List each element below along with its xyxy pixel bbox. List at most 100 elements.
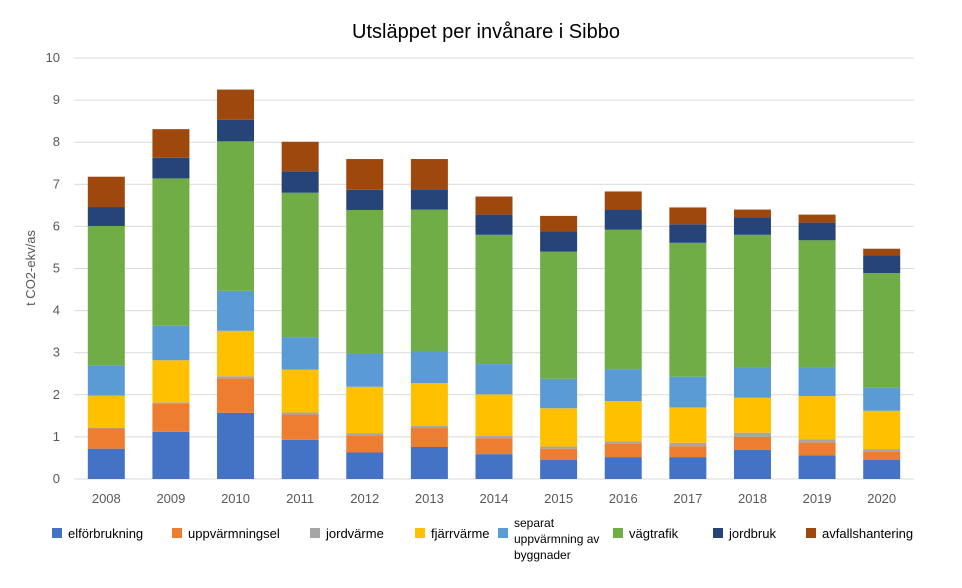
bar-segment bbox=[669, 457, 707, 479]
x-tick-label: 2018 bbox=[738, 491, 767, 506]
bar-segment bbox=[798, 214, 836, 223]
bar-segment bbox=[475, 438, 513, 455]
y-tick-label: 8 bbox=[53, 134, 60, 149]
y-tick-label: 1 bbox=[53, 429, 60, 444]
y-tick-label: 7 bbox=[53, 176, 60, 191]
bar-segment bbox=[733, 436, 771, 450]
bar-segment bbox=[410, 159, 448, 190]
bar-segment bbox=[604, 443, 642, 458]
bar-segment bbox=[346, 159, 384, 190]
bar-segment bbox=[669, 207, 707, 225]
x-tick-label: 2012 bbox=[350, 491, 379, 506]
bar-segment bbox=[87, 176, 125, 208]
bar-segment bbox=[475, 234, 513, 365]
legend-label: uppvärmningsel bbox=[188, 526, 280, 541]
bar-segment bbox=[475, 454, 513, 479]
bar-segment bbox=[604, 401, 642, 442]
x-tick-label: 2009 bbox=[156, 491, 185, 506]
bar-segment bbox=[217, 330, 255, 377]
bar-segment bbox=[346, 433, 384, 436]
bar-segment bbox=[863, 410, 901, 450]
bar-segment bbox=[475, 364, 513, 395]
bar-segment bbox=[669, 407, 707, 443]
x-tick-label: 2013 bbox=[415, 491, 444, 506]
bar-segment bbox=[798, 442, 836, 456]
bar-segment bbox=[152, 402, 190, 404]
bar-segment bbox=[604, 191, 642, 210]
bar-segment bbox=[540, 378, 578, 409]
bar-segment bbox=[87, 365, 125, 396]
bar-segment bbox=[281, 439, 319, 479]
y-tick-label: 0 bbox=[53, 471, 60, 486]
bar-segment bbox=[604, 229, 642, 370]
bar-segment bbox=[733, 217, 771, 235]
bar-segment bbox=[217, 378, 255, 413]
bar-segment bbox=[152, 403, 190, 432]
bar-segment bbox=[410, 383, 448, 426]
bar-segment bbox=[798, 439, 836, 443]
bar-segment bbox=[87, 225, 125, 366]
bar-segment bbox=[669, 224, 707, 243]
bar-segment bbox=[863, 387, 901, 411]
bar-segment bbox=[152, 325, 190, 361]
bar-segment bbox=[152, 129, 190, 158]
x-tick-label: 2017 bbox=[673, 491, 702, 506]
bar-segment bbox=[863, 248, 901, 256]
bar-segment bbox=[604, 457, 642, 479]
bar-segment bbox=[540, 448, 578, 460]
bar-segment bbox=[798, 222, 836, 241]
legend-swatch bbox=[415, 528, 425, 538]
bar-segment bbox=[346, 353, 384, 387]
bar-segment bbox=[604, 369, 642, 402]
legend-label: jordbruk bbox=[728, 526, 776, 541]
bar-segment bbox=[669, 442, 707, 447]
x-tick-label: 2016 bbox=[609, 491, 638, 506]
x-tick-label: 2008 bbox=[92, 491, 121, 506]
bar-segment bbox=[540, 231, 578, 252]
y-tick-label: 2 bbox=[53, 387, 60, 402]
bar-segment bbox=[798, 367, 836, 397]
bar-segment bbox=[152, 431, 190, 479]
bar-segment bbox=[281, 192, 319, 338]
legend-swatch bbox=[806, 528, 816, 538]
y-axis-label: t CO2-ekv/as bbox=[23, 230, 38, 306]
y-tick-label: 10 bbox=[46, 50, 60, 65]
bar-segment bbox=[87, 207, 125, 226]
y-tick-label: 6 bbox=[53, 218, 60, 233]
legend-swatch bbox=[52, 528, 62, 538]
bar-segment bbox=[217, 376, 255, 379]
x-tick-label: 2020 bbox=[867, 491, 896, 506]
bar-segment bbox=[217, 141, 255, 291]
bar-segment bbox=[217, 412, 255, 479]
bar-segment bbox=[410, 209, 448, 352]
bar-segment bbox=[87, 427, 125, 429]
legend-swatch bbox=[713, 528, 723, 538]
bar-segment bbox=[604, 209, 642, 230]
chart-title: Utsläppet per invånare i Sibbo bbox=[352, 21, 620, 43]
legend-swatch bbox=[613, 528, 623, 538]
bar-segment bbox=[669, 242, 707, 377]
bar-segment bbox=[217, 89, 255, 120]
legend-label: vägtrafik bbox=[629, 526, 679, 541]
legend-label: separat uppvärmning av byggnader bbox=[514, 516, 599, 562]
bar-segment bbox=[863, 273, 901, 388]
x-tick-label: 2010 bbox=[221, 491, 250, 506]
y-tick-label: 9 bbox=[53, 92, 60, 107]
bar-segment bbox=[540, 215, 578, 232]
bar-segment bbox=[733, 209, 771, 218]
bar-segment bbox=[540, 251, 578, 379]
bar-segment bbox=[863, 255, 901, 274]
bar-segment bbox=[281, 337, 319, 370]
x-tick-label: 2014 bbox=[480, 491, 509, 506]
bar-segment bbox=[475, 436, 513, 439]
bars bbox=[87, 89, 901, 479]
x-tick-label: 2019 bbox=[803, 491, 832, 506]
legend-swatch bbox=[310, 528, 320, 538]
x-tick-label: 2011 bbox=[286, 491, 314, 506]
bar-segment bbox=[152, 360, 190, 403]
legend-label: jordvärme bbox=[325, 526, 384, 541]
bar-segment bbox=[281, 369, 319, 413]
bar-segment bbox=[475, 214, 513, 235]
bar-segment bbox=[733, 367, 771, 398]
bar-segment bbox=[669, 376, 707, 408]
